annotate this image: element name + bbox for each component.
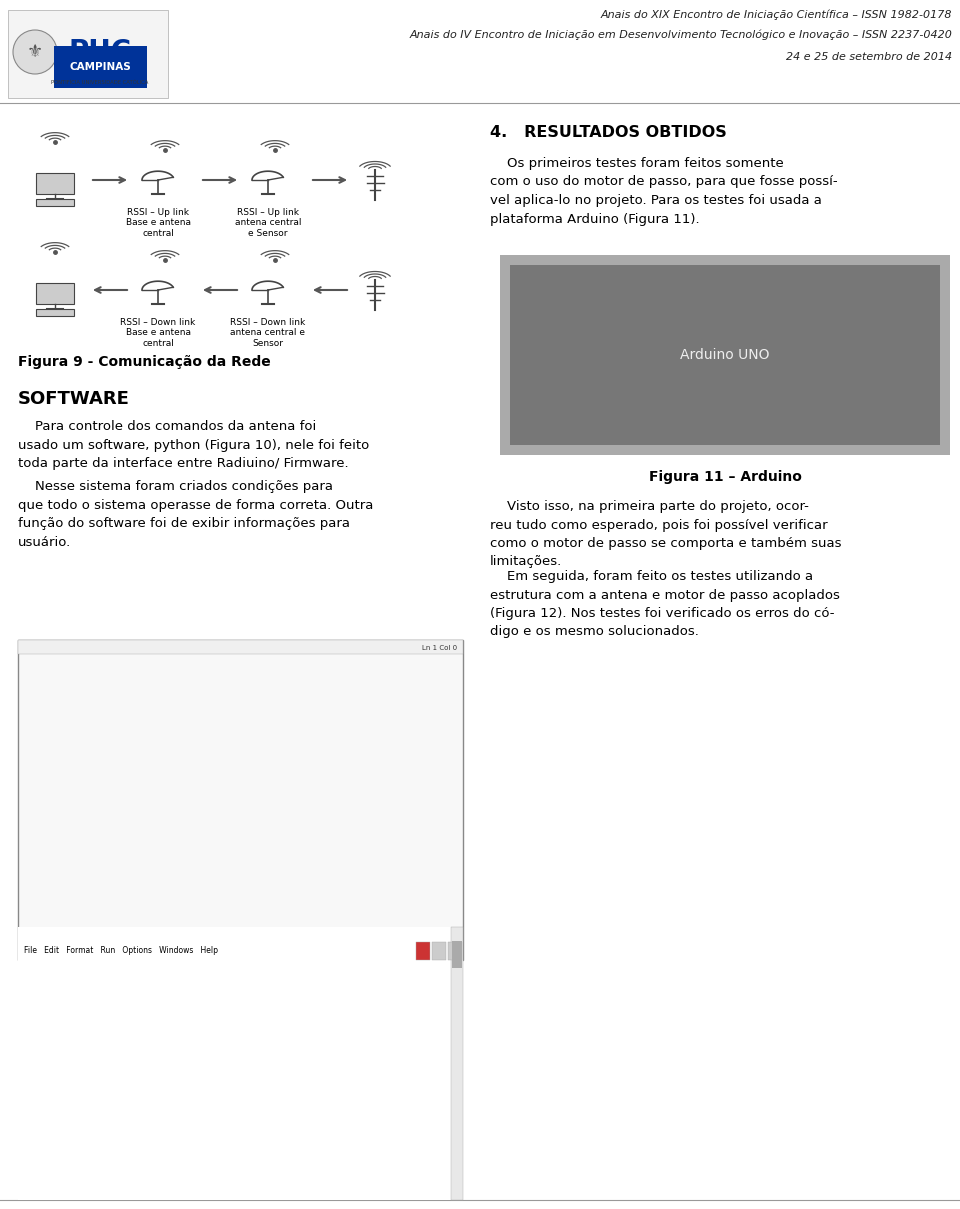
Text: Anais do IV Encontro de Iniciação em Desenvolvimento Tecnológico e Inovação – IS: Anais do IV Encontro de Iniciação em Des… [409, 30, 952, 40]
Bar [510, 265, 940, 445]
FancyBboxPatch shape [36, 283, 74, 303]
Circle shape [13, 30, 57, 74]
Text: PUC: PUC [68, 37, 132, 66]
FancyBboxPatch shape [36, 199, 74, 206]
Text: RSSI – Up link
Base e antena
central: RSSI – Up link Base e antena central [126, 208, 190, 238]
Bar [18, 942, 463, 960]
Bar [18, 640, 463, 654]
Bar [18, 927, 451, 1201]
Text: RSSI – Up link
antena central
e Sensor: RSSI – Up link antena central e Sensor [235, 208, 301, 238]
Text: Figura 9 - Comunicação da Rede: Figura 9 - Comunicação da Rede [18, 355, 271, 369]
Text: ⚜: ⚜ [27, 44, 43, 60]
Bar [448, 942, 462, 960]
Text: Figura 10 - Área de trabalho python: Figura 10 - Área de trabalho python [100, 978, 381, 994]
Bar [18, 942, 463, 958]
FancyBboxPatch shape [36, 310, 74, 316]
Text: File   Edit   Format   Run   Options   Windows   Help: File Edit Format Run Options Windows Hel… [24, 945, 218, 955]
Text: PONTIFÍCIA UNIVERSIDADE CATÓLICA: PONTIFÍCIA UNIVERSIDADE CATÓLICA [51, 80, 149, 85]
Bar [451, 927, 463, 1201]
Text: 24 e 25 de setembro de 2014: 24 e 25 de setembro de 2014 [786, 52, 952, 62]
Text: Visto isso, na primeira parte do projeto, ocor-
reu tudo como esperado, pois foi: Visto isso, na primeira parte do projeto… [490, 501, 842, 568]
Bar [416, 942, 430, 960]
Bar [432, 942, 446, 960]
Text: SOFTWARE: SOFTWARE [18, 391, 130, 407]
Text: CAMPINAS: CAMPINAS [69, 62, 131, 73]
Text: Anais do XIX Encontro de Iniciação Científica – ISSN 1982-0178: Anais do XIX Encontro de Iniciação Cient… [601, 10, 952, 21]
Text: RSSI – Down link
Base e antena
central: RSSI – Down link Base e antena central [120, 318, 196, 348]
Text: RSSI – Down link
antena central e
Sensor: RSSI – Down link antena central e Sensor [230, 318, 305, 348]
FancyBboxPatch shape [36, 173, 74, 193]
Text: Arduino UNO: Arduino UNO [681, 348, 770, 361]
Bar [500, 255, 950, 455]
Text: Para controle dos comandos da antena foi
usado um software, python (Figura 10), : Para controle dos comandos da antena foi… [18, 420, 370, 470]
Text: Ln 1 Col 0: Ln 1 Col 0 [421, 644, 457, 650]
Text: Em seguida, foram feito os testes utilizando a
estrutura com a antena e motor de: Em seguida, foram feito os testes utiliz… [490, 569, 840, 638]
Bar [18, 640, 463, 960]
Bar [452, 941, 462, 968]
Text: Nesse sistema foram criados condições para
que todo o sistema operasse de forma : Nesse sistema foram criados condições pa… [18, 480, 373, 549]
Text: Os primeiros testes foram feitos somente
com o uso do motor de passo, para que f: Os primeiros testes foram feitos somente… [490, 157, 838, 226]
Text: 74 Controle_v5.py - C:\Users\Wallyson\Desktop\PUC\Iniciação Científica\Antena_In: 74 Controle_v5.py - C:\Users\Wallyson\De… [22, 948, 379, 955]
Text: 4.   RESULTADOS OBTIDOS: 4. RESULTADOS OBTIDOS [490, 125, 727, 140]
Text: CAMPINAS: CAMPINAS [69, 62, 131, 73]
Bar [8, 10, 168, 98]
Text: Figura 11 – Arduino: Figura 11 – Arduino [649, 470, 802, 484]
